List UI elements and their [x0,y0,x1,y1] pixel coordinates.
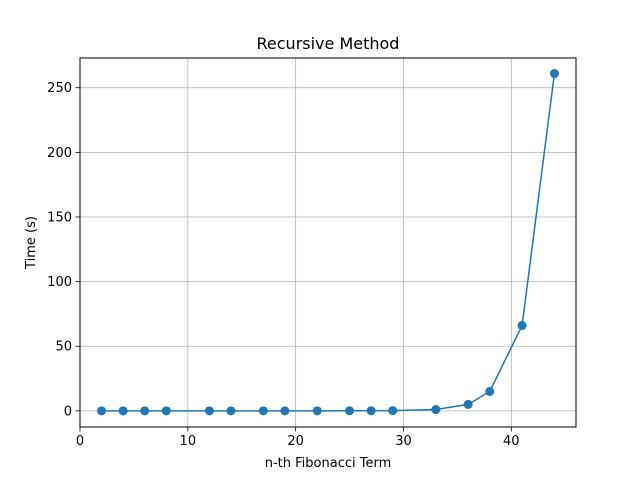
data-point [204,406,214,416]
y-tick-label: 100 [47,275,72,290]
chart-title: Recursive Method [257,34,400,53]
data-point [549,69,559,79]
x-tick-label: 20 [287,434,304,449]
data-point [226,406,236,416]
data-point [366,406,376,416]
data-point [388,406,398,416]
data-point [258,406,268,416]
x-axis-label: n-th Fibonacci Term [265,456,392,471]
tick-layer: 0 10 20 30 40 0 50 100 150 200 250 [47,81,519,449]
data-point [118,406,128,416]
plot-area [80,58,576,427]
y-tick-label: 0 [64,404,72,419]
data-point [431,405,441,415]
data-point [280,406,290,416]
y-axis-label: Time (s) [24,216,39,270]
y-tick-label: 250 [47,81,72,96]
x-tick-label: 40 [503,434,520,449]
data-point [517,321,527,331]
x-tick-label: 10 [180,434,197,449]
y-tick-label: 150 [47,210,72,225]
x-tick-label: 30 [395,434,412,449]
grid-layer [79,58,576,427]
data-point [161,406,171,416]
data-point [140,406,150,416]
data-point [485,386,495,396]
data-point [97,406,107,416]
axes-frame [79,57,577,428]
data-point [312,406,322,416]
data-point [463,399,473,409]
x-tick-label: 0 [76,434,84,449]
series-layer [97,69,559,416]
y-tick-label: 50 [55,340,72,355]
data-point [345,406,355,416]
y-tick-label: 200 [47,146,72,161]
